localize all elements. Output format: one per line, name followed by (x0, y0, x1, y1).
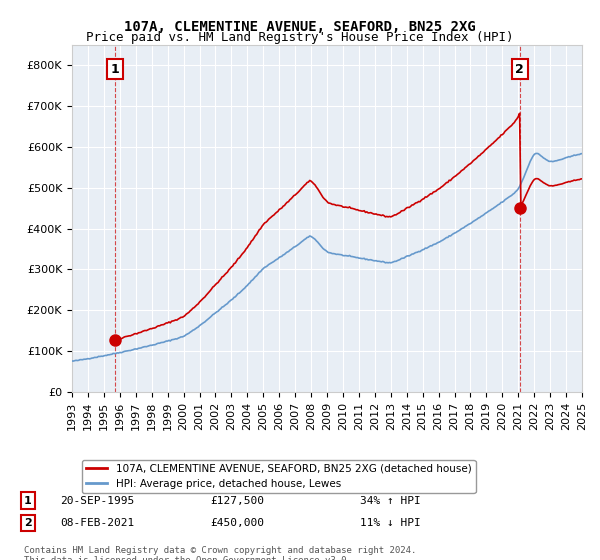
Text: 08-FEB-2021: 08-FEB-2021 (60, 518, 134, 528)
Text: 2: 2 (515, 63, 524, 76)
Legend: 107A, CLEMENTINE AVENUE, SEAFORD, BN25 2XG (detached house), HPI: Average price,: 107A, CLEMENTINE AVENUE, SEAFORD, BN25 2… (82, 460, 476, 493)
Text: 1: 1 (24, 496, 32, 506)
Text: 34% ↑ HPI: 34% ↑ HPI (360, 496, 421, 506)
Text: 107A, CLEMENTINE AVENUE, SEAFORD, BN25 2XG: 107A, CLEMENTINE AVENUE, SEAFORD, BN25 2… (124, 20, 476, 34)
Text: 1: 1 (111, 63, 120, 76)
Text: 2: 2 (24, 518, 32, 528)
Text: 20-SEP-1995: 20-SEP-1995 (60, 496, 134, 506)
Text: £127,500: £127,500 (210, 496, 264, 506)
Text: £450,000: £450,000 (210, 518, 264, 528)
Text: 11% ↓ HPI: 11% ↓ HPI (360, 518, 421, 528)
Text: Contains HM Land Registry data © Crown copyright and database right 2024.
This d: Contains HM Land Registry data © Crown c… (24, 546, 416, 560)
Text: Price paid vs. HM Land Registry's House Price Index (HPI): Price paid vs. HM Land Registry's House … (86, 31, 514, 44)
